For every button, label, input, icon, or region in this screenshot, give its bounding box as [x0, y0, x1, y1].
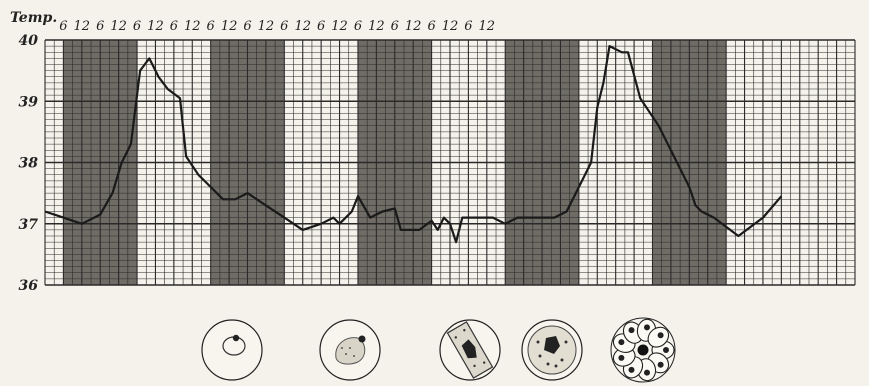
x-tick-label: 12: [184, 19, 201, 34]
x-tick-labels: 6 12 6 12 6 12 6 12 6 12 6 12 6 12 6 12 6 12 6 12 6 12 6 12: [59, 19, 495, 34]
x-tick-label: 6: [243, 19, 251, 34]
x-tick-label: 12: [368, 19, 385, 34]
x-tick-label: 6: [207, 19, 215, 34]
chart-title: Temp.: [10, 10, 57, 26]
y-tick-label: 36: [19, 278, 39, 294]
y-tick-label: 38: [19, 156, 39, 172]
y-tick-label: 39: [19, 94, 39, 110]
y-tick-label: 37: [19, 217, 39, 233]
x-tick-label: 12: [147, 19, 164, 34]
rosette-merozoites-icon: [610, 317, 676, 383]
young-trophozoite-cell-icon: [319, 319, 381, 381]
x-tick-label: 12: [110, 19, 127, 34]
ring-stage-cell-icon: [201, 319, 263, 381]
grid-lines: [44, 39, 856, 286]
x-tick-label: 6: [96, 19, 104, 34]
x-tick-label: 12: [294, 19, 311, 34]
x-tick-label: 6: [427, 19, 435, 34]
x-tick-label: 6: [59, 19, 67, 34]
x-tick-label: 12: [74, 19, 91, 34]
x-tick-label: 6: [280, 19, 288, 34]
x-tick-label: 12: [221, 19, 238, 34]
x-tick-label: 6: [133, 19, 141, 34]
temperature-series-line: [44, 44, 783, 244]
y-tick-label: 40: [19, 33, 39, 49]
banded-trophozoite-cell-icon: [439, 319, 501, 381]
x-tick-label: 6: [354, 19, 362, 34]
schizont-cell-icon: [521, 319, 583, 381]
x-tick-label: 12: [258, 19, 275, 34]
x-tick-label: 6: [170, 19, 178, 34]
x-tick-label: 12: [479, 19, 496, 34]
x-tick-label: 6: [464, 19, 472, 34]
y-tick-labels: 40 39 38 37 36: [19, 33, 39, 294]
x-tick-label: 6: [391, 19, 399, 34]
x-tick-label: 12: [405, 19, 422, 34]
x-tick-label: 12: [442, 19, 459, 34]
x-tick-label: 12: [331, 19, 348, 34]
x-tick-label: 6: [317, 19, 325, 34]
